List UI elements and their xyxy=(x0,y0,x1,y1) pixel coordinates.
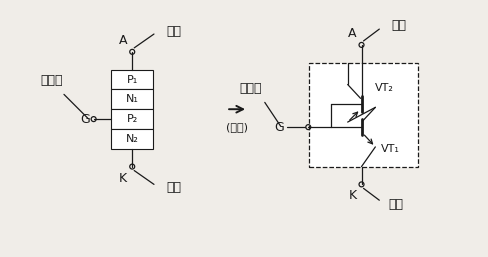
Text: (等效): (等效) xyxy=(226,122,248,132)
Text: 控制极: 控制极 xyxy=(240,82,262,95)
Text: K: K xyxy=(348,189,357,202)
Bar xyxy=(309,63,418,167)
Text: G: G xyxy=(80,113,90,126)
Text: 阳极: 阳极 xyxy=(391,19,407,32)
Text: A: A xyxy=(348,27,357,40)
Text: N₁: N₁ xyxy=(126,94,139,104)
Text: P₂: P₂ xyxy=(126,114,138,124)
Text: 阳极: 阳极 xyxy=(167,25,182,38)
Text: G: G xyxy=(274,121,284,134)
Text: N₂: N₂ xyxy=(126,134,139,144)
Bar xyxy=(111,109,153,129)
Text: A: A xyxy=(119,34,127,47)
Bar xyxy=(111,89,153,109)
Text: P₁: P₁ xyxy=(126,75,138,85)
Bar xyxy=(111,70,153,89)
Text: 阴极: 阴极 xyxy=(167,181,182,194)
Text: 阴极: 阴极 xyxy=(388,198,404,211)
Text: K: K xyxy=(119,171,127,185)
Bar xyxy=(111,129,153,149)
Text: VT₂: VT₂ xyxy=(375,84,394,94)
Text: 控制极: 控制极 xyxy=(41,75,63,87)
Text: VT₁: VT₁ xyxy=(381,144,400,154)
